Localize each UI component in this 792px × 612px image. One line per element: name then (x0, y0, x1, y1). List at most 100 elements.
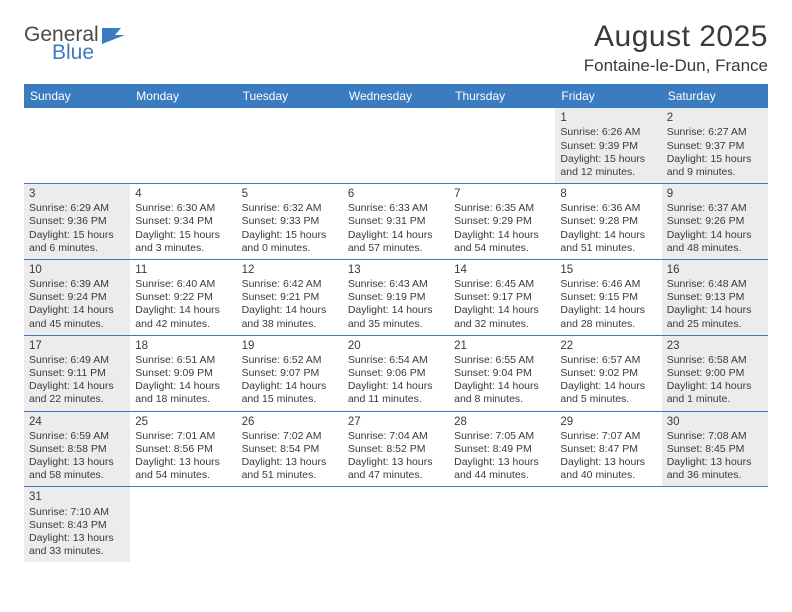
dow-tuesday: Tuesday (237, 84, 343, 108)
sunset-text: Sunset: 9:15 PM (560, 291, 656, 304)
sunrise-text: Sunrise: 6:37 AM (667, 202, 763, 215)
daylight1-text: Daylight: 13 hours (29, 532, 125, 545)
location: Fontaine-le-Dun, France (584, 56, 768, 76)
dow-sunday: Sunday (24, 84, 130, 108)
sunrise-text: Sunrise: 7:07 AM (560, 430, 656, 443)
sunrise-text: Sunrise: 6:43 AM (348, 278, 444, 291)
daylight1-text: Daylight: 15 hours (29, 229, 125, 242)
day-number: 2 (667, 111, 763, 125)
weeks-container: 1Sunrise: 6:26 AMSunset: 9:39 PMDaylight… (24, 108, 768, 562)
sunset-text: Sunset: 9:24 PM (29, 291, 125, 304)
day-cell: 8Sunrise: 6:36 AMSunset: 9:28 PMDaylight… (555, 184, 661, 259)
daylight1-text: Daylight: 14 hours (667, 229, 763, 242)
daylight2-text: and 15 minutes. (242, 393, 338, 406)
sunset-text: Sunset: 9:06 PM (348, 367, 444, 380)
day-cell: 17Sunrise: 6:49 AMSunset: 9:11 PMDayligh… (24, 336, 130, 411)
day-number: 16 (667, 263, 763, 277)
day-number: 22 (560, 339, 656, 353)
daylight1-text: Daylight: 14 hours (348, 229, 444, 242)
daylight1-text: Daylight: 14 hours (667, 304, 763, 317)
empty-cell (343, 487, 449, 562)
daylight1-text: Daylight: 14 hours (560, 380, 656, 393)
daylight2-text: and 36 minutes. (667, 469, 763, 482)
daylight2-text: and 11 minutes. (348, 393, 444, 406)
empty-cell (449, 487, 555, 562)
dow-saturday: Saturday (662, 84, 768, 108)
day-number: 24 (29, 415, 125, 429)
daylight2-text: and 9 minutes. (667, 166, 763, 179)
day-cell: 16Sunrise: 6:48 AMSunset: 9:13 PMDayligh… (662, 260, 768, 335)
sunset-text: Sunset: 9:11 PM (29, 367, 125, 380)
dow-thursday: Thursday (449, 84, 555, 108)
day-cell: 18Sunrise: 6:51 AMSunset: 9:09 PMDayligh… (130, 336, 236, 411)
daylight2-text: and 22 minutes. (29, 393, 125, 406)
daylight1-text: Daylight: 14 hours (667, 380, 763, 393)
sunset-text: Sunset: 8:45 PM (667, 443, 763, 456)
sunrise-text: Sunrise: 6:51 AM (135, 354, 231, 367)
sunrise-text: Sunrise: 7:05 AM (454, 430, 550, 443)
empty-cell (237, 108, 343, 183)
empty-cell (130, 487, 236, 562)
day-number: 1 (560, 111, 656, 125)
day-number: 6 (348, 187, 444, 201)
calendar: SundayMondayTuesdayWednesdayThursdayFrid… (24, 84, 768, 562)
sunrise-text: Sunrise: 6:52 AM (242, 354, 338, 367)
day-number: 13 (348, 263, 444, 277)
daylight2-text: and 42 minutes. (135, 318, 231, 331)
sunset-text: Sunset: 9:37 PM (667, 140, 763, 153)
daylight1-text: Daylight: 14 hours (454, 229, 550, 242)
sunrise-text: Sunrise: 6:27 AM (667, 126, 763, 139)
daylight1-text: Daylight: 14 hours (348, 304, 444, 317)
daylight2-text: and 35 minutes. (348, 318, 444, 331)
sunset-text: Sunset: 9:19 PM (348, 291, 444, 304)
sunrise-text: Sunrise: 6:46 AM (560, 278, 656, 291)
sunset-text: Sunset: 9:00 PM (667, 367, 763, 380)
daylight1-text: Daylight: 14 hours (242, 304, 338, 317)
title-block: August 2025 Fontaine-le-Dun, France (584, 20, 768, 76)
day-number: 4 (135, 187, 231, 201)
daylight1-text: Daylight: 13 hours (454, 456, 550, 469)
daylight1-text: Daylight: 13 hours (667, 456, 763, 469)
sunrise-text: Sunrise: 7:08 AM (667, 430, 763, 443)
day-cell: 3Sunrise: 6:29 AMSunset: 9:36 PMDaylight… (24, 184, 130, 259)
week-row: 17Sunrise: 6:49 AMSunset: 9:11 PMDayligh… (24, 336, 768, 412)
day-cell: 14Sunrise: 6:45 AMSunset: 9:17 PMDayligh… (449, 260, 555, 335)
sunset-text: Sunset: 9:33 PM (242, 215, 338, 228)
day-number: 7 (454, 187, 550, 201)
empty-cell (449, 108, 555, 183)
sunset-text: Sunset: 9:29 PM (454, 215, 550, 228)
day-cell: 19Sunrise: 6:52 AMSunset: 9:07 PMDayligh… (237, 336, 343, 411)
sunrise-text: Sunrise: 7:04 AM (348, 430, 444, 443)
day-cell: 31Sunrise: 7:10 AMSunset: 8:43 PMDayligh… (24, 487, 130, 562)
daylight2-text: and 28 minutes. (560, 318, 656, 331)
daylight1-text: Daylight: 14 hours (454, 304, 550, 317)
daylight2-text: and 47 minutes. (348, 469, 444, 482)
daylight2-text: and 51 minutes. (242, 469, 338, 482)
day-number: 21 (454, 339, 550, 353)
daylight2-text: and 51 minutes. (560, 242, 656, 255)
day-number: 14 (454, 263, 550, 277)
daylight1-text: Daylight: 15 hours (135, 229, 231, 242)
day-number: 5 (242, 187, 338, 201)
daylight1-text: Daylight: 13 hours (135, 456, 231, 469)
sunrise-text: Sunrise: 6:32 AM (242, 202, 338, 215)
day-number: 23 (667, 339, 763, 353)
dow-wednesday: Wednesday (343, 84, 449, 108)
daylight1-text: Daylight: 14 hours (242, 380, 338, 393)
day-cell: 6Sunrise: 6:33 AMSunset: 9:31 PMDaylight… (343, 184, 449, 259)
day-cell: 29Sunrise: 7:07 AMSunset: 8:47 PMDayligh… (555, 412, 661, 487)
sunset-text: Sunset: 9:31 PM (348, 215, 444, 228)
week-row: 24Sunrise: 6:59 AMSunset: 8:58 PMDayligh… (24, 412, 768, 488)
sunrise-text: Sunrise: 6:58 AM (667, 354, 763, 367)
sunrise-text: Sunrise: 6:42 AM (242, 278, 338, 291)
daylight2-text: and 38 minutes. (242, 318, 338, 331)
day-cell: 5Sunrise: 6:32 AMSunset: 9:33 PMDaylight… (237, 184, 343, 259)
daylight2-text: and 45 minutes. (29, 318, 125, 331)
empty-cell (24, 108, 130, 183)
sunrise-text: Sunrise: 6:36 AM (560, 202, 656, 215)
day-cell: 20Sunrise: 6:54 AMSunset: 9:06 PMDayligh… (343, 336, 449, 411)
daylight2-text: and 0 minutes. (242, 242, 338, 255)
daylight2-text: and 18 minutes. (135, 393, 231, 406)
month-title: August 2025 (584, 20, 768, 54)
day-cell: 22Sunrise: 6:57 AMSunset: 9:02 PMDayligh… (555, 336, 661, 411)
